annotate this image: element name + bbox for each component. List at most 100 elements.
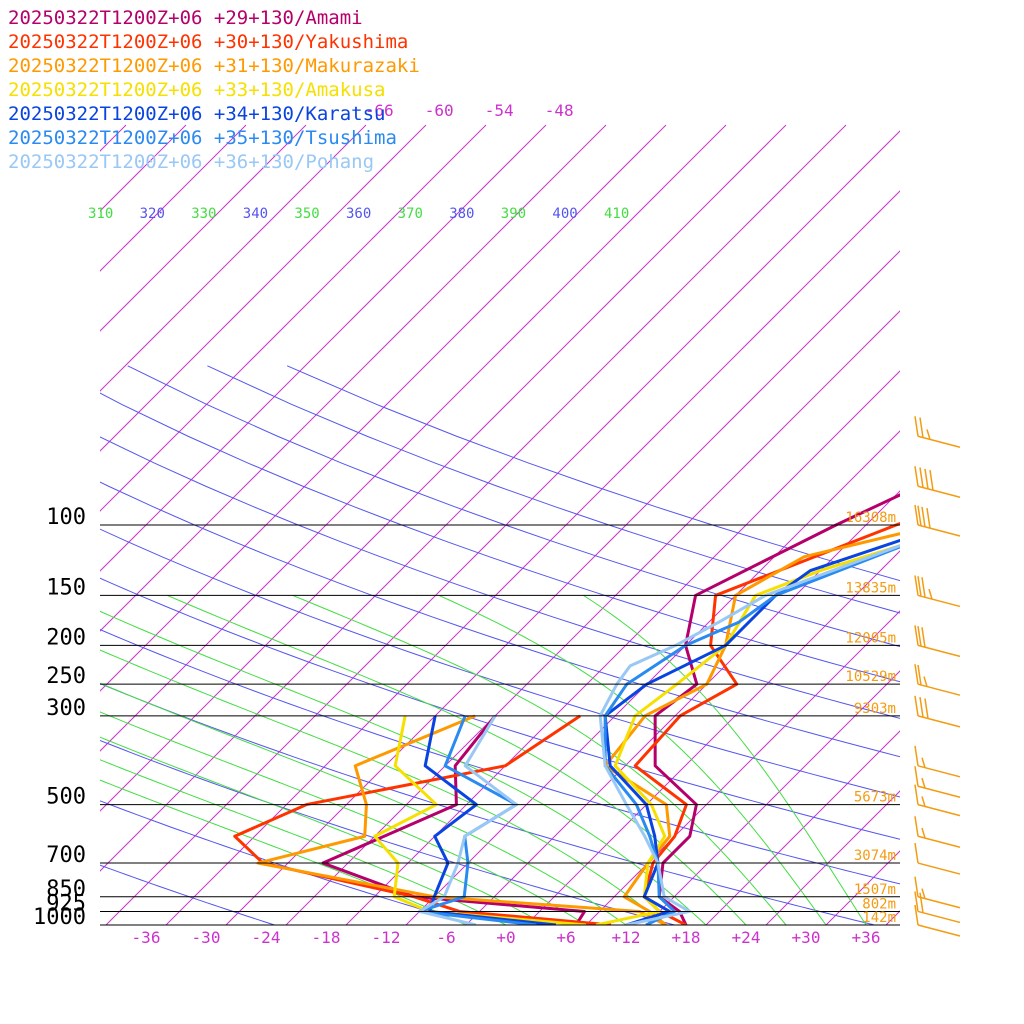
legend-entry: 20250322T1200Z+06 +36+130/Pohang [8,151,374,173]
pressure-label: 850 [46,877,86,902]
dry-adiabat-line [100,800,477,925]
pressure-label: 925 [46,891,86,916]
temperature-tick-label: +36 [852,928,881,947]
wind-barb [914,664,961,696]
legend-entry: 20250322T1200Z+06 +33+130/Amakusa [8,79,386,101]
barb-shaft [917,435,961,448]
moist-adiabat-line [167,594,747,925]
barb-feather [914,891,919,912]
barb-shaft [917,862,961,875]
dry-adiabat-line [100,528,900,798]
barb-feather [924,698,929,719]
barb-feather [921,777,926,789]
legend-entry: 20250322T1200Z+06 +34+130/Karatsu [8,103,386,125]
barb-feather [921,577,926,598]
isotherm-line [946,125,1024,925]
theta-label: 330 [191,206,216,222]
pressure-label: 100 [46,505,86,530]
barb-feather [914,904,919,926]
isotherm-line [100,124,367,392]
wind-barb [914,816,961,848]
barb-feather [914,876,919,897]
barb-feather [914,664,919,685]
barb-feather [919,697,924,718]
temperature-tick-label: +12 [612,928,641,947]
isotherm-line [100,124,427,452]
pressure-label: 250 [46,664,86,689]
barb-feather [923,676,928,687]
barb-feather [914,745,919,766]
pressure-label: 200 [46,625,86,650]
barb-feather [914,575,919,596]
temperature-tick-label: -6 [436,928,455,947]
barb-shaft [917,485,961,498]
barb-feather [921,627,926,648]
upper-temperature-label: -66 [365,101,394,120]
isobars [100,524,900,926]
barb-feather [914,504,919,526]
temperature-tick-label: +30 [792,928,821,947]
theta-label: 340 [243,206,268,222]
theta-label: 310 [88,206,113,222]
temperature-tick-label: -36 [132,928,161,947]
barb-feather [921,757,926,768]
legend-entry: 20250322T1200Z+06 +31+130/Makurazaki [8,55,420,77]
pressure-label: 150 [46,575,86,600]
barb-feather [928,588,933,600]
temperature-tick-label: -12 [372,928,401,947]
barb-feather [914,784,919,805]
dry-adiabat-line [100,392,900,683]
wind-barb [914,876,961,909]
barb-feather [921,827,926,839]
isotherm-line [0,125,6,925]
legend: 20250322T1200Z+06 +29+130/Amami 20250322T… [8,7,420,173]
legend-entry: 20250322T1200Z+06 +29+130/Amami [8,7,363,29]
dry-adiabat-line [100,481,900,758]
moist-adiabat-line [100,610,707,925]
wind-barb [914,575,961,608]
barb-shaft [917,924,961,937]
upper-temperature-label: -60 [425,101,454,120]
wind-barb [914,745,961,778]
moist-adiabat-line [292,594,787,925]
barb-feather [914,766,919,787]
theta-label: 370 [398,206,423,222]
barb-feather [914,625,919,646]
barb-feather [914,695,919,716]
barb-shaft [917,715,961,728]
barb-feather [921,796,926,807]
isotherm-line [885,910,900,925]
height-label: 10529m [845,669,896,685]
wind-barb [914,504,961,537]
height-label: 16308m [845,510,896,526]
barb-feather [926,429,931,440]
wind-barb [914,695,961,728]
temperature-tick-label: +24 [732,928,761,947]
barb-feather [921,506,926,527]
height-label: 802m [862,896,896,912]
isotherm-line [100,124,307,332]
wind-barb [914,904,961,937]
barb-feather [917,576,922,597]
pressure-label: 1000 [33,905,86,930]
theta-label: 380 [449,206,474,222]
barb-feather [919,892,924,913]
grid-lines [0,124,1024,925]
barb-feather [929,470,934,491]
barb-feather [917,505,922,526]
barb-feather [926,508,931,529]
wind-barb [914,416,961,448]
barb-feather [914,816,919,837]
height-label: 12005m [845,630,896,646]
isotherm-line [765,790,900,925]
barb-feather [919,467,924,488]
temperature-tick-label: +6 [556,928,575,947]
dry-adiabat-line [100,577,900,840]
dry-adiabat-line [100,864,277,925]
wind-barb [914,766,961,799]
wind-barb [914,842,961,875]
pressure-label: 300 [46,696,86,721]
upper-temperature-label: -48 [545,101,574,120]
dry-adiabat-line [100,436,900,719]
barb-feather [924,468,929,489]
